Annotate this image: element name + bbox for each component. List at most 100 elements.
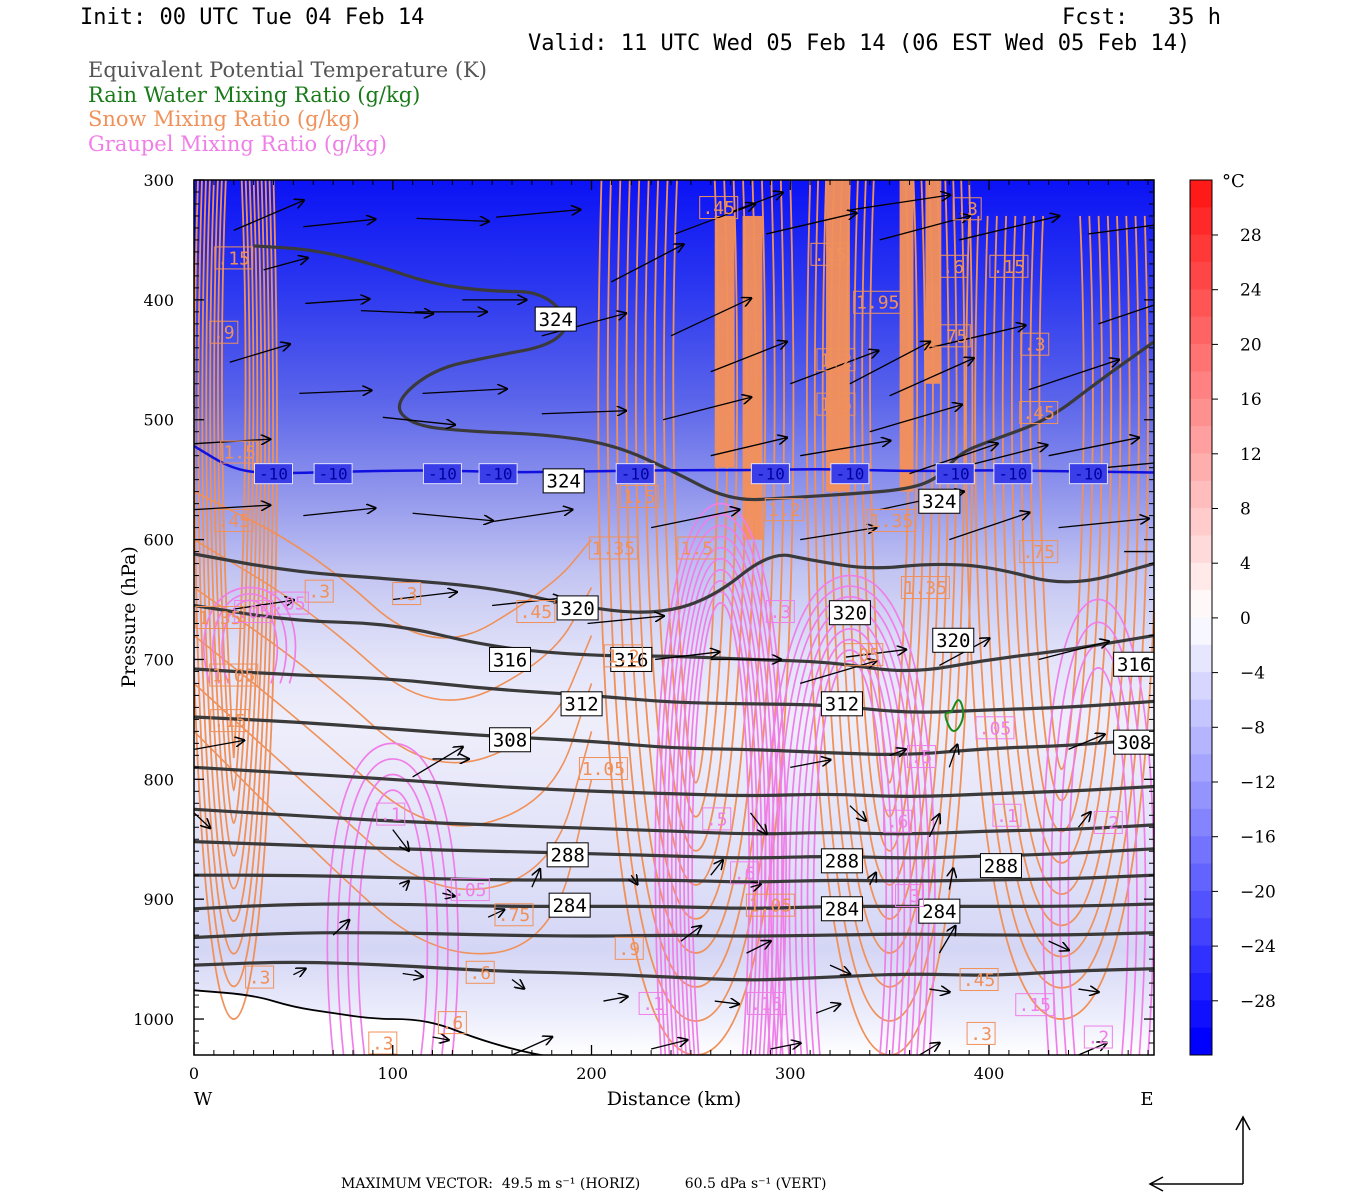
theta-e-label-15-box bbox=[979, 853, 1022, 879]
wind-vector-49 bbox=[1058, 519, 1149, 529]
isotherm-label-0: -10 bbox=[259, 464, 288, 483]
wind-vector-42 bbox=[303, 508, 375, 517]
snow-contour-0-2 bbox=[197, 180, 271, 955]
y-axis-label: Pressure (hPa) bbox=[118, 546, 140, 688]
theta-e-label-18: 284 bbox=[922, 901, 956, 923]
snow-label-16: .45 bbox=[217, 511, 250, 532]
wind-vector-11 bbox=[959, 216, 1059, 241]
wind-vector-102 bbox=[1078, 1043, 1106, 1055]
isotherm-label-4: -10 bbox=[621, 464, 650, 483]
colorbar-band-23 bbox=[1190, 808, 1212, 837]
wind-vector-79 bbox=[751, 884, 761, 887]
colorbar-band-31 bbox=[1190, 1027, 1212, 1056]
graupel-label-3: .05 bbox=[979, 718, 1012, 739]
isotherm-label-0-box bbox=[254, 463, 294, 485]
y-tick-label-300: 300 bbox=[143, 171, 174, 190]
theta-e-label-3: 320 bbox=[560, 598, 594, 620]
theta-e-label-2: 324 bbox=[922, 491, 956, 513]
wind-vector-72 bbox=[928, 814, 939, 838]
init-time: Init: 00 UTC Tue 04 Feb 14 bbox=[80, 5, 425, 30]
snow-label-19: 1.35 bbox=[870, 511, 913, 532]
graupel-label-5: .5 bbox=[706, 809, 728, 830]
wind-vector-80 bbox=[870, 873, 876, 886]
snow-label-10-box bbox=[816, 348, 856, 372]
x-east-label: E bbox=[1140, 1089, 1153, 1110]
wind-vector-87 bbox=[938, 926, 955, 954]
colorbar-band-22 bbox=[1190, 781, 1212, 810]
theta-e-label-14: 288 bbox=[825, 851, 859, 873]
theta-e-label-7: 316 bbox=[614, 649, 648, 671]
isotherm-label-5-box bbox=[750, 463, 790, 485]
snow-label-27: .05 bbox=[848, 645, 881, 666]
snow-contour-3-5 bbox=[1011, 215, 1113, 864]
isotherm-label-9: -10 bbox=[1074, 464, 1103, 483]
theta-e-contour-296-7 bbox=[194, 840, 1154, 860]
snow-label-10: 1.2 bbox=[820, 350, 853, 371]
legend-snow: Snow Mixing Ratio (g/kg) bbox=[88, 107, 360, 131]
x-tick-label-400: 400 bbox=[974, 1064, 1005, 1083]
wind-vector-98 bbox=[511, 1037, 552, 1055]
isotherm-label-4-box bbox=[615, 463, 655, 485]
colorbar-band-7 bbox=[1190, 371, 1212, 400]
plot-frame bbox=[193, 179, 1155, 1056]
theta-e-label-4-box bbox=[828, 600, 871, 626]
snow-contour-2-1 bbox=[813, 180, 966, 1022]
x-tick-label-0: 0 bbox=[189, 1064, 199, 1083]
wind-vector-26 bbox=[1028, 360, 1119, 391]
theta-e-contour-312-3 bbox=[194, 667, 1154, 714]
snow-contour-0-5 bbox=[209, 180, 259, 857]
wind-vector-3 bbox=[416, 218, 489, 221]
wind-vector-41 bbox=[194, 505, 270, 510]
snow-label-27-box bbox=[844, 643, 884, 667]
snow-label-6: 1.95 bbox=[856, 293, 899, 314]
colorbar-band-12 bbox=[1190, 508, 1212, 536]
graupel-contour-2-0 bbox=[326, 742, 460, 1055]
snow-label-11-box bbox=[816, 392, 856, 416]
colorbar-band-14 bbox=[1190, 562, 1212, 591]
snow-label-42: .15 bbox=[1036, 1072, 1069, 1093]
wind-vector-45 bbox=[651, 510, 739, 529]
colorbar-band-13 bbox=[1190, 535, 1212, 564]
colorbar-tick-label-8: −4 bbox=[1240, 664, 1265, 684]
wind-vector-46 bbox=[800, 528, 876, 541]
snow-label-19-box bbox=[867, 508, 917, 532]
theta-e-label-8-box bbox=[1113, 651, 1154, 677]
rain-contour bbox=[944, 699, 965, 732]
x-axis-label: Distance (km) bbox=[607, 1088, 742, 1110]
theta-e-label-6-box bbox=[489, 646, 532, 672]
colorbar-tick-label-11: −16 bbox=[1240, 828, 1276, 848]
graupel-label-6-box bbox=[730, 861, 760, 885]
snow-label-37: .3 bbox=[372, 1033, 394, 1054]
snow-label-31: .75 bbox=[498, 905, 531, 926]
isotherm-label-8-box bbox=[993, 463, 1033, 485]
wind-vector-84 bbox=[680, 926, 701, 942]
wind-vector-73 bbox=[1077, 812, 1090, 828]
theta-e-label-2-box bbox=[918, 488, 961, 514]
snow-label-4: .6 bbox=[942, 257, 964, 278]
snow-label-5: .15 bbox=[993, 257, 1026, 278]
snow-contour-2-0 bbox=[806, 180, 974, 1055]
snow-label-22: .3 bbox=[308, 582, 330, 603]
theta-e-contour-280-11 bbox=[194, 960, 1154, 982]
graupel-label-10-box bbox=[638, 991, 668, 1015]
snow-label-12: .45 bbox=[1022, 403, 1055, 424]
isotherm-label-9-box bbox=[1068, 463, 1108, 485]
wind-vector-15 bbox=[305, 299, 369, 304]
graupel-label-1-box bbox=[234, 600, 274, 624]
colorbar-tick-label-2: 20 bbox=[1240, 335, 1262, 355]
graupel-label-2-box bbox=[765, 600, 795, 624]
snow-label-40-box bbox=[745, 893, 795, 917]
theta-e-label-13: 288 bbox=[551, 845, 585, 867]
wind-vector-82 bbox=[332, 920, 349, 936]
axes: 300 400 500 600 700 800 900 1000 0 100 200 300 400 bbox=[133, 171, 1154, 1083]
colorbar-band-20 bbox=[1190, 726, 1212, 755]
snow-label-18-box bbox=[677, 536, 717, 560]
colorbar-band-4 bbox=[1190, 289, 1212, 318]
theta-e-label-1: 324 bbox=[547, 471, 581, 493]
graupel-label-7-box bbox=[992, 803, 1022, 827]
graupel-contour-1-1 bbox=[770, 585, 930, 1055]
wind-vector-69 bbox=[392, 829, 409, 851]
theta-e-label-17-box bbox=[820, 896, 863, 922]
snow-label-24-box bbox=[195, 606, 245, 629]
wind-vector-57 bbox=[800, 661, 876, 685]
